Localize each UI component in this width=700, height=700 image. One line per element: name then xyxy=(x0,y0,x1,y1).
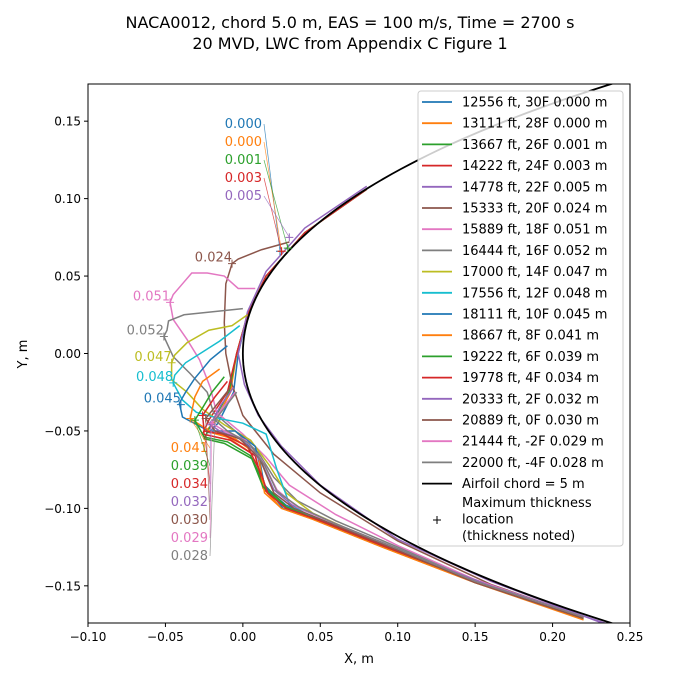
legend-marker-plus xyxy=(433,516,441,524)
x-tick-label: 0.05 xyxy=(307,630,334,644)
thickness-label-9: 0.048 xyxy=(136,370,173,385)
y-tick-label: 0.05 xyxy=(54,270,81,284)
thickness-label-11: 0.041 xyxy=(171,441,208,456)
x-axis-label: X, m xyxy=(344,652,374,667)
ice-shape-line-5 xyxy=(223,241,584,618)
y-tick-label: 0.10 xyxy=(54,192,81,206)
legend-label-marker-1: location xyxy=(462,513,514,528)
thickness-label-4: 0.005 xyxy=(225,189,262,204)
max-thickness-marker-3 xyxy=(277,247,286,256)
thickness-label-6: 0.051 xyxy=(133,289,170,304)
thickness-label-10: 0.045 xyxy=(144,392,181,407)
y-tick-label: −0.05 xyxy=(44,424,81,438)
y-axis-label: Y, m xyxy=(16,340,31,370)
legend-label-13: 19778 ft, 4F 0.034 m xyxy=(462,371,599,386)
legend-label-1: 13111 ft, 28F 0.000 m xyxy=(462,117,607,132)
chart-title-line-2: 20 MVD, LWC from Appendix C Figure 1 xyxy=(192,34,507,53)
thickness-label-3: 0.003 xyxy=(225,171,262,186)
y-tick-label: 0.15 xyxy=(54,115,81,129)
x-tick-label: 0.00 xyxy=(229,630,256,644)
legend-box xyxy=(417,90,624,547)
max-thickness-marker-5 xyxy=(228,259,237,268)
legend: 12556 ft, 30F 0.000 m 13111 ft, 28F 0.000… xyxy=(417,90,624,547)
thickness-label-17: 0.028 xyxy=(171,549,208,564)
thickness-label-14: 0.032 xyxy=(171,495,208,510)
thickness-label-leader-17 xyxy=(209,420,216,557)
thickness-label-leader-13 xyxy=(202,415,211,485)
chart-title-line-1: NACA0012, chord 5.0 m, EAS = 100 m/s, Ti… xyxy=(126,13,575,32)
thickness-label-7: 0.052 xyxy=(127,323,164,338)
thickness-label-12: 0.039 xyxy=(171,459,208,474)
thickness-label-leader-4 xyxy=(263,195,290,238)
legend-label-3: 14222 ft, 24F 0.003 m xyxy=(462,159,607,174)
legend-label-6: 15889 ft, 18F 0.051 m xyxy=(462,223,607,238)
legend-label-15: 20889 ft, 0F 0.030 m xyxy=(462,414,599,429)
x-tick-label: −0.05 xyxy=(147,630,184,644)
legend-label-0: 12556 ft, 30F 0.000 m xyxy=(462,96,607,111)
ice-shape-line-7 xyxy=(163,307,584,618)
max-thickness-marker-9 xyxy=(169,378,178,387)
legend-label-14: 20333 ft, 2F 0.032 m xyxy=(462,392,599,407)
thickness-label-leader-0 xyxy=(263,123,281,252)
legend-label-marker-0: Maximum thickness xyxy=(462,496,592,511)
legend-label-4: 14778 ft, 22F 0.005 m xyxy=(462,180,607,195)
x-tick-label: 0.25 xyxy=(617,630,644,644)
legend-label-7: 16444 ft, 16F 0.052 m xyxy=(462,244,607,259)
max-thickness-marker-7 xyxy=(159,332,168,341)
max-thickness-marker-8 xyxy=(167,358,176,367)
thickness-label-leader-16 xyxy=(209,423,213,539)
legend-label-9: 17556 ft, 12F 0.048 m xyxy=(462,286,607,301)
ice-shape-line-15 xyxy=(204,387,584,620)
x-tick-label: −0.10 xyxy=(70,630,107,644)
y-tick-label: −0.15 xyxy=(44,579,81,593)
thickness-label-15: 0.030 xyxy=(171,513,208,528)
thickness-label-2: 0.001 xyxy=(225,153,262,168)
legend-label-5: 15333 ft, 20F 0.024 m xyxy=(462,202,607,217)
axes: −0.10 −0.05 0.00 0.05 0.10 0.15 0.20 0.25 −0.15 −… xyxy=(44,115,643,644)
x-tick-label: 0.10 xyxy=(384,630,411,644)
legend-label-airfoil: Airfoil chord = 5 m xyxy=(462,477,585,492)
legend-label-marker-2: (thickness noted) xyxy=(462,529,575,544)
legend-label-11: 18667 ft, 8F 0.041 m xyxy=(462,329,599,344)
thickness-label-leader-2 xyxy=(263,159,289,249)
legend-label-16: 21444 ft, -2F 0.029 m xyxy=(462,435,604,450)
legend-label-17: 22000 ft, -4F 0.028 m xyxy=(462,456,604,471)
thickness-label-16: 0.029 xyxy=(171,531,208,546)
y-tick-label: 0.00 xyxy=(54,347,81,361)
thickness-label-0: 0.000 xyxy=(225,117,262,132)
max-thickness-marker-6 xyxy=(166,298,175,307)
thickness-label-leader-1 xyxy=(263,141,282,252)
legend-label-10: 18111 ft, 10F 0.045 m xyxy=(462,308,607,323)
legend-label-2: 13667 ft, 26F 0.001 m xyxy=(462,138,607,153)
thickness-label-1: 0.000 xyxy=(225,135,262,150)
thickness-label-8: 0.047 xyxy=(134,350,171,365)
legend-label-12: 19222 ft, 6F 0.039 m xyxy=(462,350,599,365)
x-tick-label: 0.15 xyxy=(462,630,489,644)
max-thickness-marker-10 xyxy=(176,400,185,409)
y-tick-label: −0.10 xyxy=(44,502,81,516)
thickness-label-13: 0.034 xyxy=(171,477,208,492)
thickness-label-5: 0.024 xyxy=(195,251,232,266)
ice-shape-line-6 xyxy=(169,272,584,618)
thickness-labels: 0.000 0.000 0.001 0.003 0.005 0.024 0.051 0.052… xyxy=(127,117,294,564)
thickness-label-leader-15 xyxy=(205,418,211,521)
thickness-label-leader-3 xyxy=(263,177,282,252)
ice-shape-line-17 xyxy=(213,391,584,618)
legend-label-8: 17000 ft, 14F 0.047 m xyxy=(462,265,607,280)
x-tick-label: 0.20 xyxy=(539,630,566,644)
